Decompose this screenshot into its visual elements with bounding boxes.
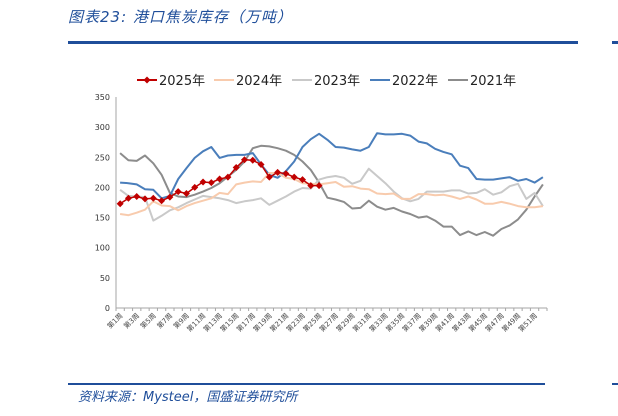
data-point-2025 <box>307 182 315 190</box>
bottom-rule <box>68 383 545 385</box>
data-point-2025 <box>166 193 174 201</box>
data-point-2025 <box>216 175 224 183</box>
legend-label: 2024年 <box>236 74 282 89</box>
data-point-2025 <box>149 194 157 202</box>
x-tick-label: 第3周 <box>122 311 141 330</box>
y-tick-label: 150 <box>95 214 110 223</box>
data-point-2025 <box>257 161 265 169</box>
legend-label: 2025年 <box>159 74 205 89</box>
source-note: 资料来源：Mysteel，国盛证券研究所 <box>78 390 298 405</box>
x-tick-label: 第7周 <box>155 311 174 330</box>
series-line-2021 <box>119 144 544 237</box>
legend-label: 2021年 <box>470 74 516 89</box>
legend-label: 2022年 <box>392 74 438 89</box>
legend-marker <box>143 76 151 84</box>
y-tick-label: 200 <box>95 183 110 192</box>
y-tick-label: 0 <box>105 304 110 313</box>
data-point-2025 <box>199 178 207 186</box>
data-point-2025 <box>240 156 248 164</box>
legend-label: 2023年 <box>314 74 360 89</box>
top-rule <box>68 41 578 44</box>
y-tick-label: 250 <box>95 153 110 162</box>
figure-title: 图表23: 港口焦炭库存（万吨） <box>68 8 293 26</box>
data-point-2025 <box>133 192 141 200</box>
data-point-2025 <box>158 197 166 205</box>
series-line-2023 <box>119 167 544 222</box>
data-point-2025 <box>274 168 282 176</box>
data-point-2025 <box>282 170 290 178</box>
data-point-2025 <box>116 200 124 208</box>
y-tick-label: 350 <box>95 93 110 102</box>
y-tick-label: 100 <box>95 244 110 253</box>
data-point-2025 <box>249 156 257 164</box>
data-point-2025 <box>174 188 182 196</box>
series-line-2022 <box>120 132 544 200</box>
data-point-2025 <box>182 189 190 197</box>
data-point-2025 <box>224 173 232 181</box>
y-tick-label: 300 <box>95 123 110 132</box>
x-tick-label: 第5周 <box>138 311 157 330</box>
y-tick-label: 50 <box>100 274 110 283</box>
series-line-2024 <box>119 172 544 217</box>
x-tick-label: 第51周 <box>516 311 539 334</box>
bottom-rule-tick <box>612 383 618 385</box>
data-point-2025 <box>207 179 215 187</box>
data-point-2025 <box>232 164 240 172</box>
data-point-2025 <box>265 173 273 181</box>
x-tick-label: 第1周 <box>105 311 124 330</box>
data-point-2025 <box>124 194 132 202</box>
data-point-2025 <box>141 195 149 203</box>
top-rule-tick <box>612 41 618 44</box>
data-point-2025 <box>290 173 298 181</box>
data-point-2025 <box>315 182 323 190</box>
data-point-2025 <box>191 183 199 191</box>
data-point-2025 <box>298 176 306 184</box>
